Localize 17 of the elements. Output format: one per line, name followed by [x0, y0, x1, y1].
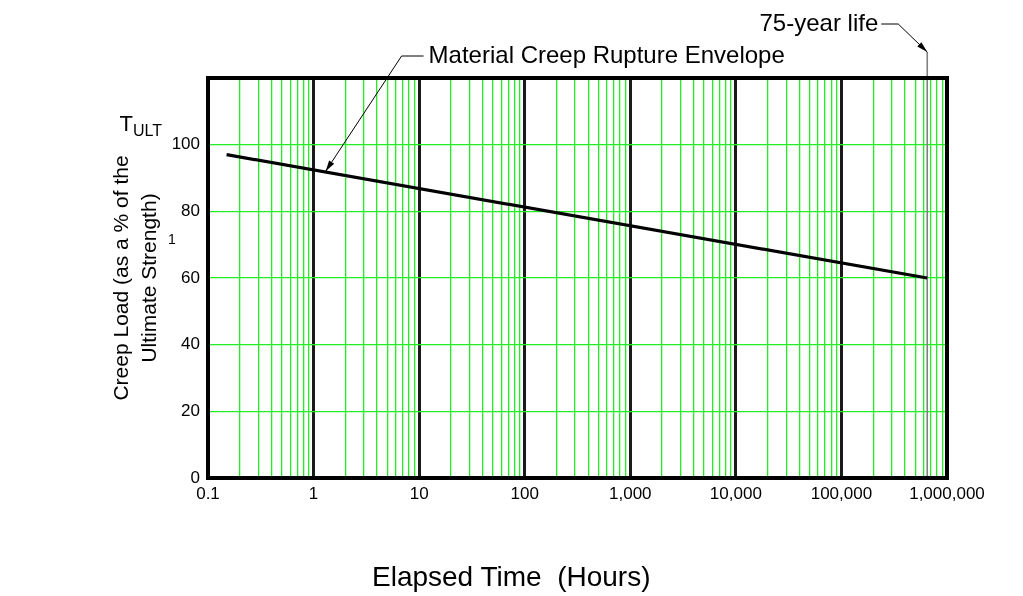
x-axis-title: Elapsed Time (Hours): [371, 560, 651, 592]
x-tick-label: 1,000,000: [909, 483, 985, 503]
x-tick-label: 10,000: [709, 483, 762, 503]
x-tick-label: 100,000: [810, 483, 873, 503]
x-tick-label: 10: [409, 483, 429, 503]
x-tick-label: 1,000: [609, 483, 652, 503]
text: 1: [168, 230, 177, 247]
y-tick-label: 60: [181, 267, 200, 287]
y-tick-label: 20: [181, 401, 200, 421]
x-tick-label: 100: [510, 483, 539, 503]
y-tick-label: 100: [171, 134, 200, 154]
y-tick-label: 40: [181, 334, 200, 354]
annotation: Material Creep Rupture Envelope: [428, 40, 785, 68]
y-tick-label: 80: [181, 201, 200, 221]
y-axis-title: Creep Load (as a % of the Ultimate Strength): [108, 155, 160, 401]
ref-line-label: 75-year life: [759, 8, 879, 36]
x-tick-label: 1: [308, 483, 319, 503]
